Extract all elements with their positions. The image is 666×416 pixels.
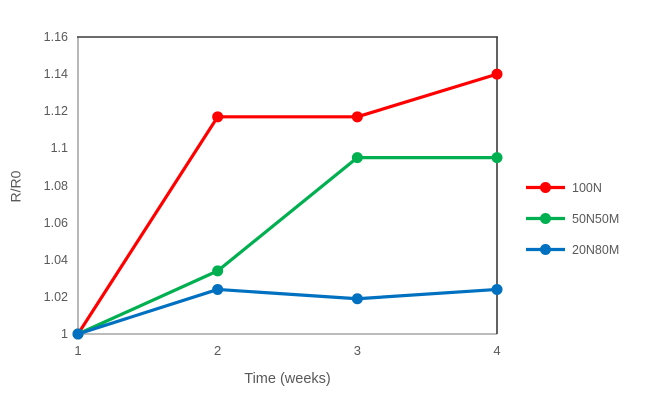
x-tick-label-4: 4 [493, 343, 501, 358]
x-tick-label-1: 1 [74, 343, 82, 358]
series-line-20N80M [76, 287, 499, 336]
y-tick-label-1.06: 1.06 [43, 215, 68, 230]
legend-label: 50N50M [572, 211, 620, 226]
x-tick-label-3: 3 [353, 343, 361, 358]
data-point-100N-week4 [491, 68, 503, 80]
y-tick-label-1.04: 1.04 [43, 252, 68, 267]
data-point-100N-week2 [212, 111, 224, 123]
data-point-20N80M-week1 [72, 328, 84, 340]
legend-marker-icon [526, 244, 565, 255]
data-point-20N80M-week2 [212, 283, 224, 295]
y-tick-label-1.16: 1.16 [43, 30, 68, 44]
series-line-100N [76, 72, 499, 336]
y-tick-label-1.12: 1.12 [43, 104, 68, 119]
legend-label: 100N [572, 180, 602, 195]
legend-label: 20N80M [572, 242, 620, 257]
y-tick-label-1.02: 1.02 [43, 289, 68, 304]
y-tick-label-1.14: 1.14 [43, 67, 68, 82]
data-point-50N50M-week3 [351, 152, 363, 164]
data-point-50N50M-week2 [212, 265, 224, 277]
y-axis-title: R/R0 [7, 170, 24, 203]
series-line-50N50M [76, 156, 499, 336]
y-tick-label-1: 1 [61, 327, 68, 341]
y-tick-label-1.1: 1.1 [50, 141, 68, 156]
data-point-100N-week3 [351, 111, 363, 123]
legend-item-100N: 100N [525, 172, 619, 203]
y-tick-label-1.08: 1.08 [43, 178, 68, 193]
data-point-50N50M-week4 [491, 152, 503, 164]
legend-item-20N80M: 20N80M [525, 234, 619, 265]
legend-marker-icon [526, 182, 565, 193]
data-point-20N80M-week3 [351, 293, 363, 305]
data-point-20N80M-week4 [491, 283, 503, 295]
x-axis-title: Time (weeks) [244, 371, 331, 387]
legend-item-50N50M: 50N50M [525, 203, 619, 234]
chart-legend: 100N 50N50M 20N80M [525, 172, 619, 265]
legend-marker-icon [526, 213, 565, 224]
x-tick-label-2: 2 [214, 343, 222, 358]
